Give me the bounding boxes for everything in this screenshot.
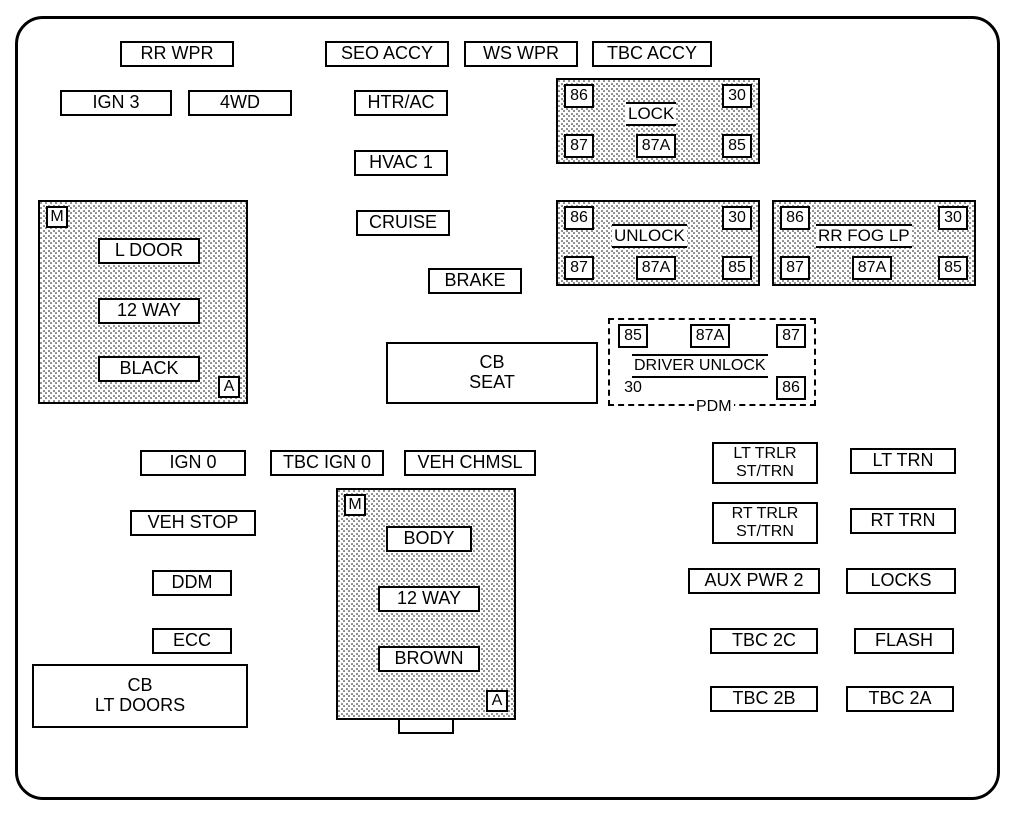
fuse-tbc-2c: TBC 2C: [710, 628, 818, 654]
relay-driver-unlock-pin: 86: [776, 376, 806, 400]
relay-driver-unlock-pin: 87A: [690, 324, 730, 348]
relay-driver-unlock-pin: 30: [618, 376, 648, 400]
relay-driver-unlock-pin: 87: [776, 324, 806, 348]
relay-unlock-pin: 30: [722, 206, 752, 230]
relay-driver-unlock-label: DRIVER UNLOCK: [632, 354, 768, 378]
relay-lock-label: LOCK: [626, 102, 676, 126]
fuse-tbc-accy: TBC ACCY: [592, 41, 712, 67]
fuse-hvac-1: HVAC 1: [354, 150, 448, 176]
relay-unlock-pin: 87A: [636, 256, 676, 280]
relay-rr-fog-lp-pin: 30: [938, 206, 968, 230]
fuse-rt-trn: RT TRN: [850, 508, 956, 534]
fuse-rt-trlr: RT TRLR ST/TRN: [712, 502, 818, 544]
relay-lock-pin: 86: [564, 84, 594, 108]
relay-lock-pin: 85: [722, 134, 752, 158]
relay-lock-pin: 30: [722, 84, 752, 108]
relay-rr-fog-lp-pin: 87A: [852, 256, 892, 280]
fuse-tbc-ign-0: TBC IGN 0: [270, 450, 384, 476]
relay-unlock-pin: 87: [564, 256, 594, 280]
fuse-lt-trlr: LT TRLR ST/TRN: [712, 442, 818, 484]
fuse-aux-pwr-2: AUX PWR 2: [688, 568, 820, 594]
connector-body-conn-corner: M: [344, 494, 366, 516]
relay-rr-fog-lp-pin: 87: [780, 256, 810, 280]
fuse-4wd: 4WD: [188, 90, 292, 116]
fuse-ecc: ECC: [152, 628, 232, 654]
connector-left-conn-item: BLACK: [98, 356, 200, 382]
relay-lock-pin: 87A: [636, 134, 676, 158]
fuse-cb-lt-doors: CB LT DOORS: [32, 664, 248, 728]
fuse-veh-chmsl: VEH CHMSL: [404, 450, 536, 476]
relay-unlock-label: UNLOCK: [612, 224, 687, 248]
relay-lock-pin: 87: [564, 134, 594, 158]
relay-rr-fog-lp-pin: 85: [938, 256, 968, 280]
relay-rr-fog-lp-label: RR FOG LP: [816, 224, 912, 248]
fuse-flash: FLASH: [854, 628, 954, 654]
fuse-cb-seat: CB SEAT: [386, 342, 598, 404]
fuse-ddm: DDM: [152, 570, 232, 596]
connector-left-conn-item: L DOOR: [98, 238, 200, 264]
connector-body-conn-tab: [398, 720, 454, 734]
relay-unlock-pin: 86: [564, 206, 594, 230]
fuse-seo-accy: SEO ACCY: [325, 41, 449, 67]
connector-left-conn-corner: M: [46, 206, 68, 228]
fuse-ign-0: IGN 0: [140, 450, 246, 476]
fuse-veh-stop: VEH STOP: [130, 510, 256, 536]
fuse-lt-trn: LT TRN: [850, 448, 956, 474]
fuse-ws-wpr: WS WPR: [464, 41, 578, 67]
connector-body-conn-corner: A: [486, 690, 508, 712]
relay-driver-unlock-label2: PDM: [694, 398, 734, 416]
connector-body-conn-item: 12 WAY: [378, 586, 480, 612]
fuse-tbc-2b: TBC 2B: [710, 686, 818, 712]
fuse-rr-wpr: RR WPR: [120, 41, 234, 67]
relay-rr-fog-lp-pin: 86: [780, 206, 810, 230]
connector-left-conn-item: 12 WAY: [98, 298, 200, 324]
fuse-brake: BRAKE: [428, 268, 522, 294]
connector-left-conn-corner: A: [218, 376, 240, 398]
connector-body-conn-item: BODY: [386, 526, 472, 552]
connector-body-conn-item: BROWN: [378, 646, 480, 672]
fuse-ign-3: IGN 3: [60, 90, 172, 116]
fuse-htr-ac: HTR/AC: [354, 90, 448, 116]
fuse-tbc-2a: TBC 2A: [846, 686, 954, 712]
relay-unlock-pin: 85: [722, 256, 752, 280]
fuse-locks: LOCKS: [846, 568, 956, 594]
relay-driver-unlock-pin: 85: [618, 324, 648, 348]
fuse-cruise: CRUISE: [356, 210, 450, 236]
